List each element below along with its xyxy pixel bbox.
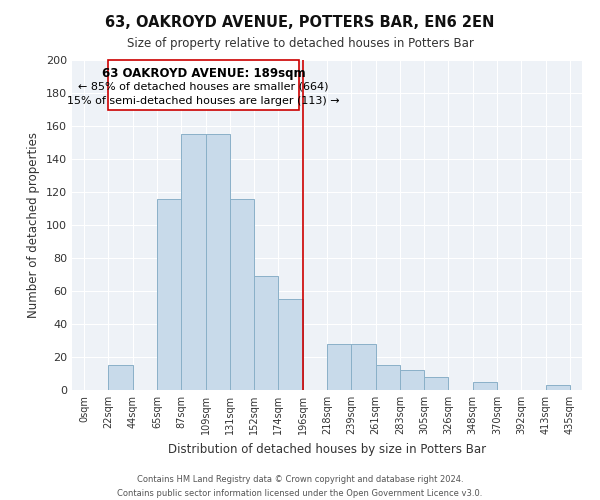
- Text: 63, OAKROYD AVENUE, POTTERS BAR, EN6 2EN: 63, OAKROYD AVENUE, POTTERS BAR, EN6 2EN: [106, 15, 494, 30]
- X-axis label: Distribution of detached houses by size in Potters Bar: Distribution of detached houses by size …: [168, 442, 486, 456]
- Bar: [206, 134, 230, 390]
- Text: ← 85% of detached houses are smaller (664): ← 85% of detached houses are smaller (66…: [79, 82, 329, 92]
- Bar: [376, 365, 400, 390]
- Text: 15% of semi-detached houses are larger (113) →: 15% of semi-detached houses are larger (…: [67, 96, 340, 106]
- Bar: [181, 134, 206, 390]
- Bar: [424, 377, 448, 390]
- Y-axis label: Number of detached properties: Number of detached properties: [28, 132, 40, 318]
- Text: Contains HM Land Registry data © Crown copyright and database right 2024.
Contai: Contains HM Land Registry data © Crown c…: [118, 476, 482, 498]
- Bar: [400, 370, 424, 390]
- Text: Size of property relative to detached houses in Potters Bar: Size of property relative to detached ho…: [127, 38, 473, 51]
- Text: 63 OAKROYD AVENUE: 189sqm: 63 OAKROYD AVENUE: 189sqm: [102, 66, 305, 80]
- Bar: [473, 382, 497, 390]
- Bar: [278, 299, 303, 390]
- Bar: [545, 385, 570, 390]
- FancyBboxPatch shape: [109, 60, 299, 110]
- Bar: [351, 344, 376, 390]
- Bar: [157, 198, 181, 390]
- Bar: [109, 365, 133, 390]
- Bar: [230, 198, 254, 390]
- Bar: [327, 344, 351, 390]
- Bar: [254, 276, 278, 390]
